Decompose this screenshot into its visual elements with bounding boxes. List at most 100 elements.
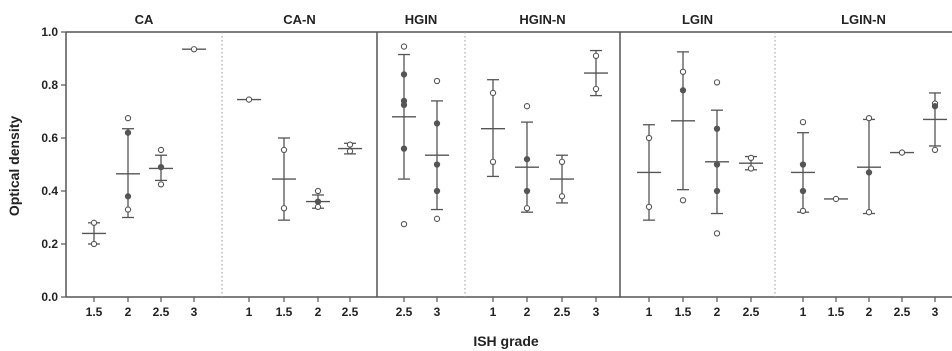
panel-title: HGIN-N bbox=[519, 12, 565, 27]
data-point bbox=[400, 220, 408, 228]
panel-hgin: HGIN 2.5 3 bbox=[392, 12, 466, 319]
data-point bbox=[400, 71, 408, 78]
data-point bbox=[157, 146, 165, 154]
data-point bbox=[592, 52, 600, 59]
data-point bbox=[346, 148, 354, 155]
data-point bbox=[314, 198, 322, 205]
data-point bbox=[124, 206, 132, 213]
x-tick-label: 1.5 bbox=[828, 305, 845, 319]
data-point bbox=[489, 89, 497, 97]
data-point bbox=[747, 165, 755, 172]
data-point bbox=[747, 154, 755, 162]
x-axis-label: ISH grade bbox=[473, 333, 539, 349]
data-point bbox=[799, 187, 807, 195]
panel-lgin: LGIN 1 1.5 2 2.5 bbox=[637, 12, 776, 319]
data-point bbox=[280, 146, 288, 154]
data-point bbox=[314, 187, 322, 195]
data-point bbox=[679, 197, 687, 204]
x-tick-label: 2 bbox=[125, 305, 132, 319]
y-tick-label: 0.2 bbox=[41, 237, 58, 251]
data-point bbox=[931, 103, 939, 110]
data-point bbox=[713, 187, 721, 195]
data-point bbox=[433, 161, 441, 168]
data-point bbox=[523, 103, 531, 110]
data-point bbox=[433, 187, 441, 195]
data-point bbox=[713, 79, 721, 86]
y-tick-label: 0.4 bbox=[41, 184, 58, 198]
y-tick-label: 1.0 bbox=[41, 25, 58, 39]
data-point bbox=[523, 205, 531, 212]
panel-lgin-n: LGIN-N 1 1.5 2 2.5 3 bbox=[791, 12, 947, 319]
y-axis: 0.0 0.2 0.4 0.6 0.8 1.0 bbox=[41, 25, 66, 304]
data-point bbox=[799, 118, 807, 126]
y-tick-label: 0.8 bbox=[41, 78, 58, 92]
x-tick-label: 3 bbox=[191, 305, 198, 319]
data-point bbox=[799, 161, 807, 168]
x-tick-label: 2 bbox=[714, 305, 721, 319]
data-point bbox=[157, 181, 165, 188]
chart-panels: CA 1.5 2 2.5 3 CA-N 1 1.5 2 2.5 HGIN 2.5 3 HGIN-N 1 2 2.… bbox=[82, 12, 947, 319]
data-point bbox=[400, 43, 408, 50]
data-point bbox=[245, 96, 253, 103]
data-point bbox=[713, 230, 721, 237]
y-tick-label: 0.0 bbox=[41, 290, 58, 304]
x-tick-label: 1 bbox=[800, 305, 807, 319]
panel-ca-n: CA-N 1 1.5 2 2.5 bbox=[237, 12, 378, 319]
data-point bbox=[679, 87, 687, 94]
x-tick-label: 1 bbox=[646, 305, 653, 319]
data-point bbox=[523, 187, 531, 195]
data-point bbox=[489, 158, 497, 165]
data-point bbox=[713, 161, 721, 168]
x-tick-label: 2.5 bbox=[396, 305, 413, 319]
data-point bbox=[679, 68, 687, 75]
panel-hgin-n: HGIN-N 1 2 2.5 3 bbox=[481, 12, 621, 319]
data-point bbox=[592, 85, 600, 93]
plot-frame bbox=[65, 31, 952, 298]
panel-title: HGIN bbox=[405, 12, 438, 27]
data-point bbox=[799, 207, 807, 215]
data-point bbox=[558, 158, 566, 165]
panel-title: CA bbox=[135, 12, 154, 27]
data-point bbox=[433, 215, 441, 222]
data-point bbox=[931, 146, 939, 154]
x-tick-label: 1.5 bbox=[86, 305, 103, 319]
data-point bbox=[124, 193, 132, 200]
x-tick-label: 2 bbox=[866, 305, 873, 319]
data-point bbox=[157, 163, 165, 171]
data-point bbox=[558, 193, 566, 200]
data-point bbox=[523, 156, 531, 163]
data-point bbox=[865, 169, 873, 176]
x-tick-label: 3 bbox=[593, 305, 600, 319]
data-point bbox=[832, 195, 840, 203]
x-tick-label: 2.5 bbox=[554, 305, 571, 319]
data-point bbox=[645, 203, 653, 211]
x-tick-label: 2 bbox=[315, 305, 322, 319]
data-point bbox=[713, 125, 721, 132]
data-point bbox=[400, 101, 408, 109]
x-tick-label: 3 bbox=[932, 305, 939, 319]
panel-title: CA-N bbox=[283, 12, 316, 27]
data-point bbox=[314, 203, 322, 211]
data-point bbox=[433, 120, 441, 127]
x-tick-label: 1.5 bbox=[276, 305, 293, 319]
x-tick-label: 1 bbox=[490, 305, 497, 319]
y-tick-label: 0.6 bbox=[41, 131, 58, 145]
x-tick-label: 2 bbox=[524, 305, 531, 319]
data-point bbox=[865, 209, 873, 216]
data-point bbox=[124, 114, 132, 122]
x-tick-label: 1.5 bbox=[675, 305, 692, 319]
x-tick-label: 3 bbox=[434, 305, 441, 319]
data-point bbox=[124, 129, 132, 136]
data-point bbox=[433, 77, 441, 85]
panel-title: LGIN-N bbox=[841, 12, 886, 27]
y-axis-label: Optical density bbox=[6, 116, 22, 217]
panel-title: LGIN bbox=[682, 12, 713, 27]
data-point bbox=[865, 114, 873, 122]
x-tick-label: 2.5 bbox=[153, 305, 170, 319]
x-tick-label: 2.5 bbox=[894, 305, 911, 319]
data-point bbox=[90, 219, 98, 226]
x-tick-label: 2.5 bbox=[743, 305, 760, 319]
data-point bbox=[280, 205, 288, 212]
data-point bbox=[90, 240, 98, 248]
